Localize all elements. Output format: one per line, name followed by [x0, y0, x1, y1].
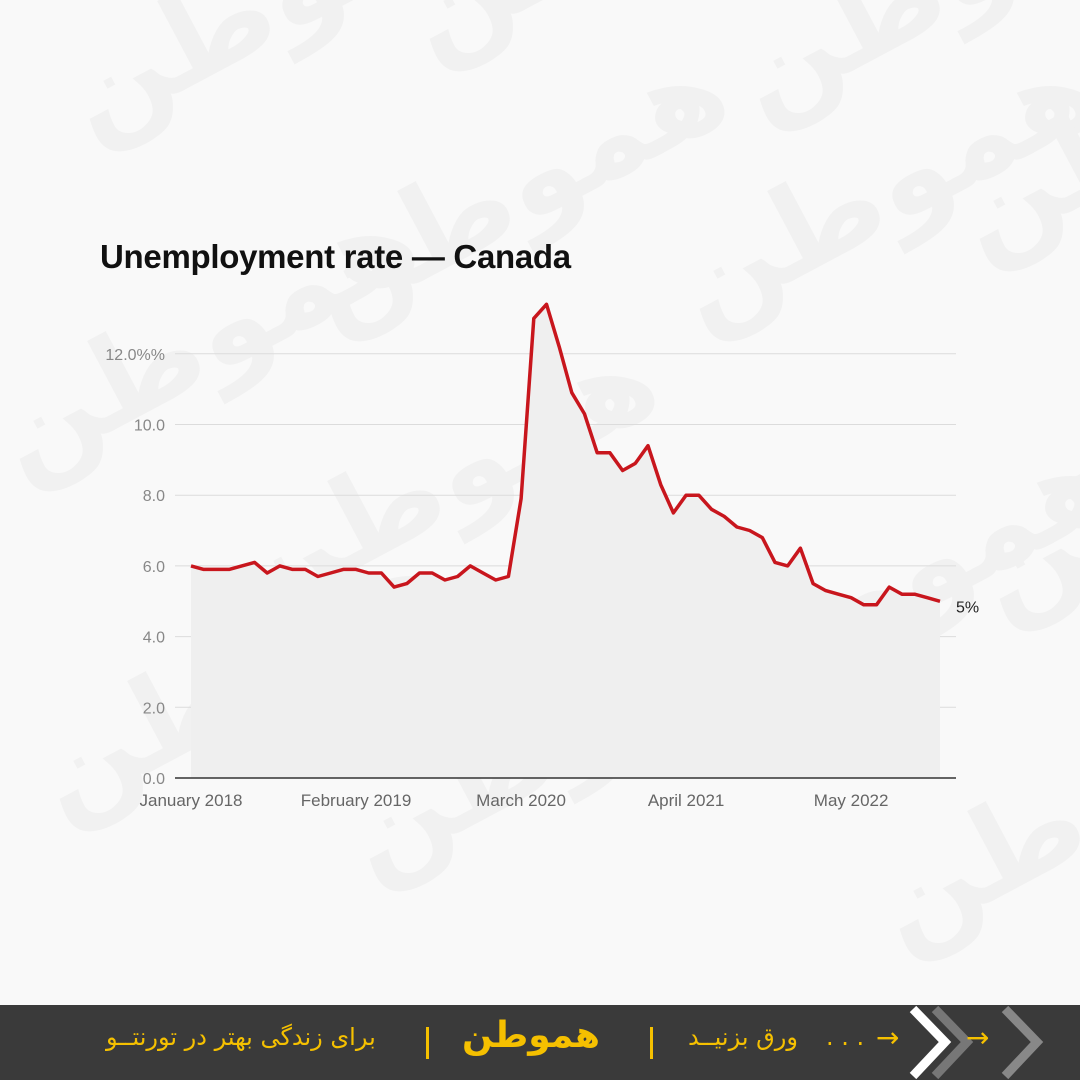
x-tick-label: January 2018: [139, 791, 242, 810]
footer-separator: [426, 1027, 429, 1059]
y-tick-label: 12.0%%: [105, 347, 165, 364]
y-tick-label: 10.0: [134, 418, 165, 435]
footer-tagline: برای زندگی بهتر در تورنتــو: [106, 1023, 376, 1051]
y-tick-label: 6.0: [143, 559, 165, 576]
chart-title: Unemployment rate — Canada: [100, 238, 571, 275]
y-tick-label: 2.0: [143, 700, 165, 717]
y-tick-label: 4.0: [143, 630, 165, 647]
footer-brand-logo: هموطن: [462, 1015, 600, 1056]
x-tick-label: February 2019: [301, 791, 412, 810]
swipe-dots: . . .: [826, 1023, 865, 1051]
y-tick-label: 0.0: [143, 771, 165, 788]
arrow-right-icon: →: [966, 1021, 990, 1054]
footer-bar: برای زندگی بهتر در تورنتــو هموطن ورق بز…: [0, 1005, 1080, 1080]
x-tick-label: May 2022: [814, 791, 889, 810]
y-tick-label: 8.0: [143, 488, 165, 505]
chevron-right-icon[interactable]: [905, 1005, 1055, 1080]
label-layer: 0.0 2.0 4.0 6.0 8.0 10.0 12.0%% January 2018 Feb…: [105, 347, 979, 810]
series-line: [190, 302, 941, 607]
unemployment-chart: 0.0 2.0 4.0 6.0 8.0 10.0 12.0%% January 2018 Feb…: [105, 302, 979, 810]
x-tick-label: March 2020: [476, 791, 566, 810]
arrow-right-icon: →: [876, 1021, 900, 1054]
swipe-text: ورق بزنیــد: [688, 1023, 798, 1051]
area-fill: [191, 304, 940, 778]
end-value-label: 5%: [956, 599, 979, 616]
footer-separator: [650, 1027, 653, 1059]
x-tick-label: April 2021: [648, 791, 725, 810]
